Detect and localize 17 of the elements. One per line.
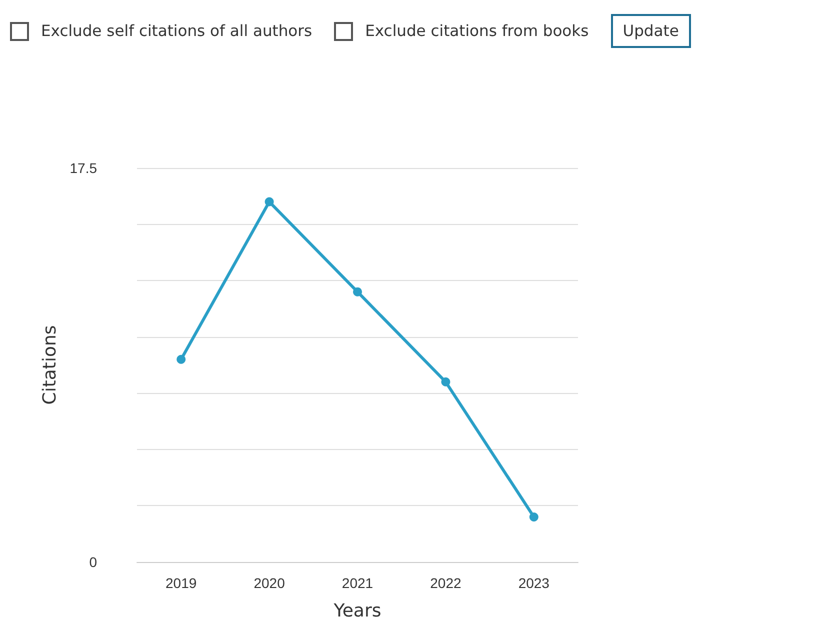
- point: [529, 512, 538, 522]
- point: [264, 197, 274, 206]
- x-tick-label: 2019: [166, 575, 197, 591]
- point: [353, 287, 362, 296]
- x-tick-label: 2020: [254, 575, 286, 591]
- x-tick-label: 2023: [518, 575, 550, 591]
- text: Update: [610, 14, 691, 48]
- x-tick-label: 2021: [342, 575, 374, 591]
- point: [176, 354, 186, 364]
- point: [441, 377, 450, 386]
- x-axis-title: Years: [332, 600, 382, 622]
- y-tick-label: 0: [89, 554, 98, 570]
- text: Exclude citations from books: [365, 22, 589, 40]
- text: Exclude self citations of all authors: [41, 22, 312, 40]
- y-axis-title: Citations: [39, 325, 60, 405]
- y-tick-label: 17.5: [70, 160, 98, 176]
- x-tick-label: 2022: [430, 575, 462, 591]
